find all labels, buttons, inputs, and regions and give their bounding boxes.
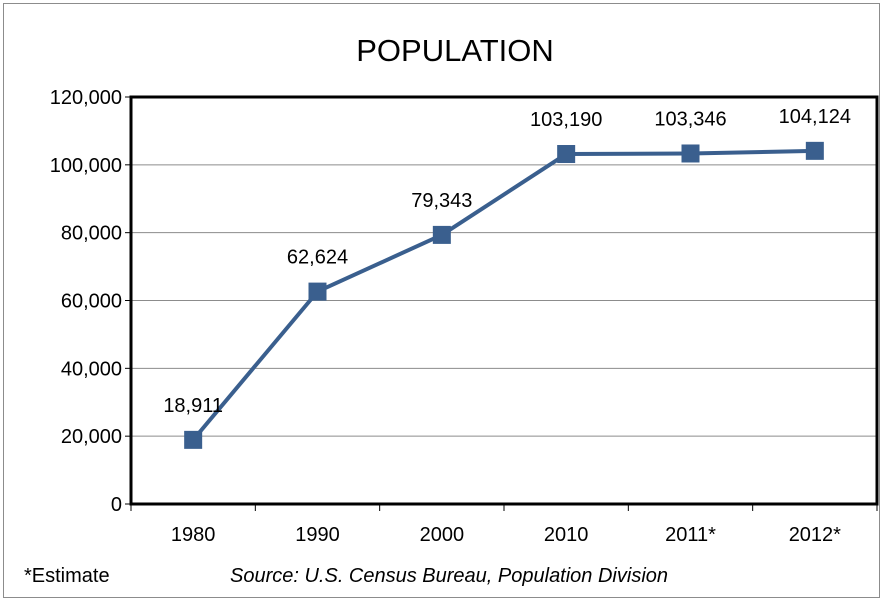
data-labels: 18,911 62,624 79,343 103,190 103,346 104,124 <box>163 106 851 417</box>
x-tick-label: 1990 <box>295 524 340 546</box>
y-tick-label: 20,000 <box>61 426 122 448</box>
data-point-marker <box>805 141 824 160</box>
data-point-marker <box>184 430 203 449</box>
data-label: 104,124 <box>779 106 851 128</box>
data-label: 62,624 <box>287 247 348 269</box>
y-tick-label: 0 <box>111 494 122 516</box>
data-label: 103,346 <box>654 108 726 130</box>
series-line <box>191 148 815 442</box>
population-series <box>184 141 824 449</box>
y-tick-label: 80,000 <box>61 223 122 245</box>
data-point-marker <box>308 282 327 301</box>
x-tick-label: 2000 <box>420 524 465 546</box>
x-tick-label: 1980 <box>171 524 216 546</box>
x-tick-label: 2012* <box>789 524 841 546</box>
x-axis: 1980 1990 2000 2010 2011* 2012* <box>130 504 878 546</box>
y-axis: 0 20,000 40,000 60,000 80,000 100,000 120,000 <box>50 87 131 516</box>
chart-frame <box>3 3 880 598</box>
data-label: 103,190 <box>530 109 602 131</box>
gridlines <box>131 164 877 437</box>
data-point-marker <box>681 144 700 163</box>
y-tick-label: 100,000 <box>50 155 122 177</box>
chart-title: POPULATION <box>356 33 554 68</box>
data-point-marker <box>557 145 576 164</box>
data-label: 79,343 <box>411 190 472 212</box>
y-tick-label: 60,000 <box>61 291 122 313</box>
x-tick-label: 2010 <box>544 524 589 546</box>
x-tick-label: 2011* <box>665 524 716 546</box>
data-point-marker <box>432 225 451 244</box>
estimate-note: *Estimate <box>24 565 110 587</box>
source-credit: Source: U.S. Census Bureau, Population D… <box>230 565 669 587</box>
y-tick-label: 40,000 <box>61 358 122 380</box>
data-label: 18,911 <box>163 395 223 417</box>
y-tick-label: 120,000 <box>50 87 122 109</box>
